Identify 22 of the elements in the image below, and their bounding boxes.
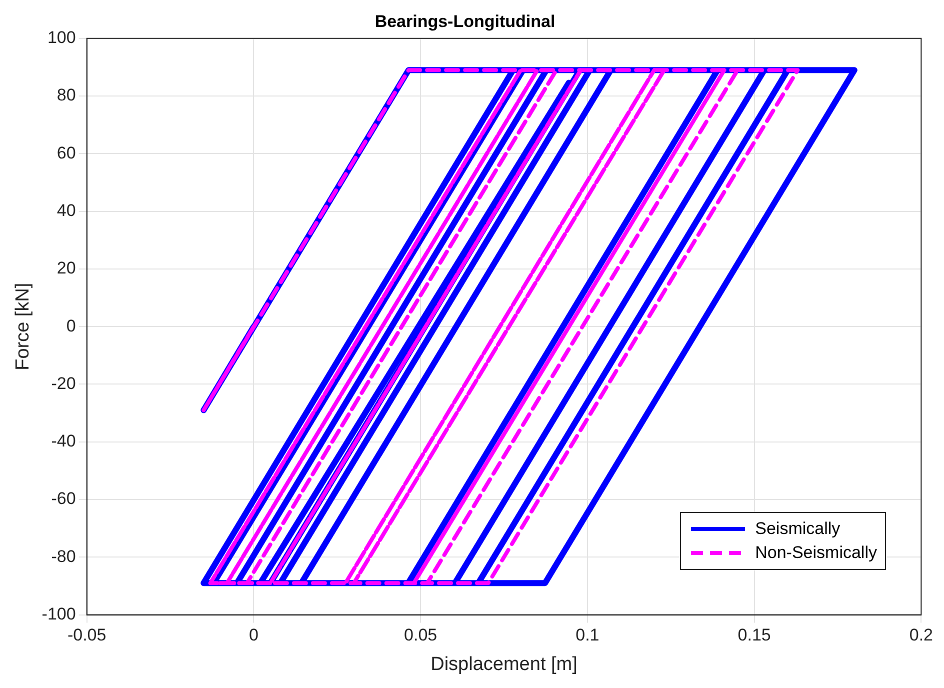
x-tick-label: 0 [248,626,258,645]
y-tick-label: -20 [51,374,76,393]
chart-title: Bearings-Longitudinal [374,12,556,31]
legend-label: Non-Seismically [755,542,877,564]
y-tick-label: 40 [56,201,76,220]
x-tick-label: 0.1 [576,626,600,645]
y-tick-label: 60 [56,143,76,162]
y-tick-label: -60 [51,489,76,508]
x-axis-title: Displacement [m] [430,654,578,675]
y-tick-label: -80 [51,546,76,566]
y-tick-label: 20 [56,258,76,278]
y-axis-title: Force [kN] [12,282,34,370]
x-tick-label: -0.05 [67,626,106,645]
legend-label: Seismically [755,518,840,540]
y-tick-label: 80 [56,86,76,105]
y-tick-label: 0 [66,316,76,336]
x-tick-label: 0.15 [738,626,771,645]
x-tick-label: 0.05 [404,626,438,645]
y-tick-label: -100 [42,604,76,624]
x-tick-label: 0.2 [909,626,934,645]
y-tick-label: -40 [51,432,76,451]
y-tick-label: 100 [47,28,76,48]
